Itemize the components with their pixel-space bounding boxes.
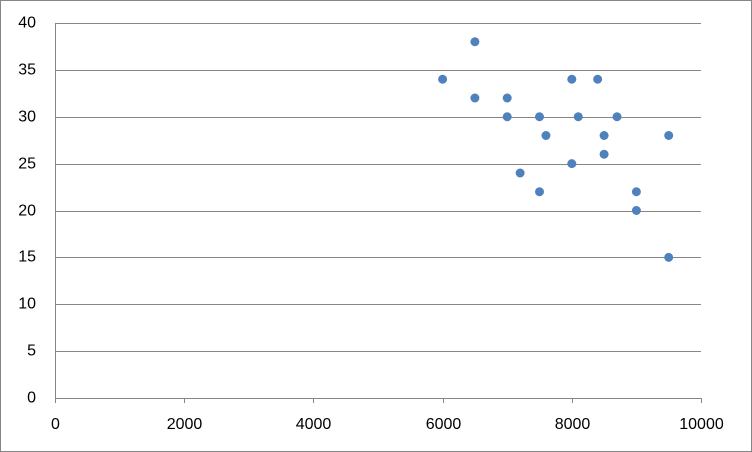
point — [567, 74, 577, 84]
x-tick-label: 8000 — [555, 416, 591, 433]
y-tick-label: 30 — [18, 109, 36, 126]
point — [631, 206, 641, 215]
point — [535, 112, 544, 122]
x-tick-label: 0 — [51, 416, 60, 433]
x-tick-label: 2000 — [167, 416, 203, 433]
y-tick-label: 5 — [27, 343, 36, 360]
point — [502, 93, 512, 103]
y-tick-label: 10 — [18, 296, 36, 313]
x-tick-label: 6000 — [426, 416, 462, 433]
x-tick-label: 10000 — [679, 416, 724, 433]
point — [515, 168, 525, 178]
y-tick-label: 15 — [18, 249, 36, 266]
point — [599, 131, 609, 140]
y-tick-label: 20 — [18, 203, 36, 220]
point — [631, 187, 641, 197]
point — [470, 93, 480, 103]
point — [567, 159, 577, 169]
y-tick-label: 40 — [18, 15, 36, 32]
y-tick-label: 35 — [18, 62, 36, 79]
point — [573, 112, 583, 122]
point — [593, 74, 603, 84]
point — [612, 112, 622, 122]
point — [502, 112, 512, 122]
point — [599, 149, 609, 159]
point — [535, 187, 544, 197]
point — [438, 74, 448, 84]
x-tick-label: 4000 — [296, 416, 332, 433]
y-tick-label: 0 — [27, 390, 36, 407]
y-tick-label: 25 — [18, 156, 36, 173]
point — [470, 37, 480, 47]
point — [541, 131, 551, 140]
point — [664, 252, 674, 262]
point — [664, 131, 674, 140]
